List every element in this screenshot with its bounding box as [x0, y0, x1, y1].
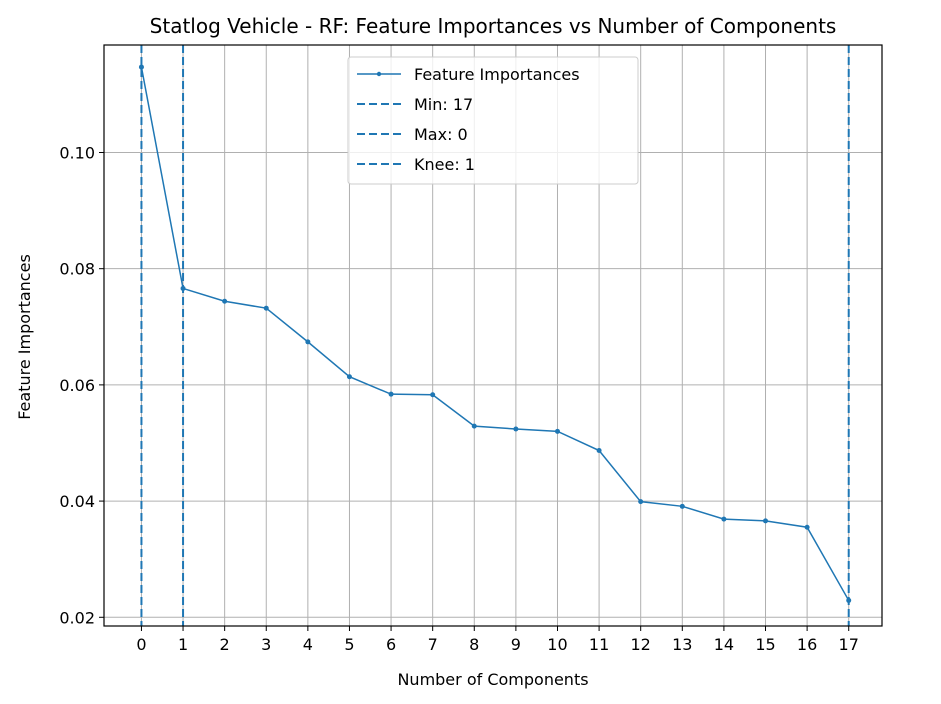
- y-axis-label: Feature Importances: [15, 254, 34, 420]
- data-point: [763, 518, 769, 524]
- legend-label-min: Min: 17: [414, 95, 473, 114]
- data-point: [180, 285, 186, 291]
- y-tick-label: 0.06: [59, 376, 95, 395]
- x-tick-label: 1: [178, 635, 188, 654]
- x-tick-label: 7: [428, 635, 438, 654]
- data-point: [679, 503, 685, 509]
- x-tick-label: 9: [511, 635, 521, 654]
- data-point: [638, 499, 644, 505]
- data-point: [430, 392, 436, 398]
- legend-label-feature-importances: Feature Importances: [414, 65, 580, 84]
- y-tick-label: 0.08: [59, 260, 95, 279]
- x-tick-label: 6: [386, 635, 396, 654]
- chart-title: Statlog Vehicle - RF: Feature Importance…: [150, 14, 837, 38]
- data-point: [138, 64, 144, 70]
- legend-box: [347, 56, 639, 185]
- series-line: [140, 66, 850, 601]
- x-tick-label: 2: [220, 635, 230, 654]
- data-point: [222, 298, 228, 304]
- x-tick-label: 15: [755, 635, 775, 654]
- data-point: [346, 374, 352, 380]
- data-point: [554, 428, 560, 434]
- x-tick-label: 11: [589, 635, 609, 654]
- x-tick-label: 17: [839, 635, 859, 654]
- legend-label-knee: Knee: 1: [414, 155, 475, 174]
- legend-marker-feature-importances: [376, 71, 382, 77]
- legend: Feature Importances Min: 17 Max: 0 Knee:…: [347, 56, 639, 185]
- series-layer: [138, 64, 852, 603]
- data-point: [471, 423, 477, 429]
- x-tick-label: 13: [672, 635, 692, 654]
- x-tick-label: 10: [547, 635, 567, 654]
- x-tick-label: 5: [344, 635, 354, 654]
- y-tick-label: 0.04: [59, 492, 95, 511]
- data-point: [305, 339, 311, 345]
- data-point: [596, 448, 602, 454]
- data-point: [804, 524, 810, 530]
- data-point: [721, 516, 727, 522]
- x-axis-label: Number of Components: [397, 670, 588, 689]
- axis-ticks: 0 1 2 3 4 5 6 7 8 9 10 11 12 13 14 15 16 170.020.040.060.…: [59, 143, 859, 654]
- x-tick-label: 8: [469, 635, 479, 654]
- data-point: [263, 305, 269, 311]
- data-point: [513, 426, 519, 432]
- plot-frame: [103, 44, 883, 627]
- y-tick-label: 0.02: [59, 608, 95, 627]
- data-point: [388, 391, 394, 397]
- data-point: [846, 597, 852, 603]
- x-tick-label: 14: [714, 635, 734, 654]
- legend-label-max: Max: 0: [414, 125, 468, 144]
- x-tick-label: 4: [303, 635, 313, 654]
- x-tick-label: 12: [631, 635, 651, 654]
- y-tick-label: 0.10: [59, 143, 95, 162]
- x-tick-label: 16: [797, 635, 817, 654]
- reference-lines: [140, 45, 850, 626]
- x-tick-label: 0: [136, 635, 146, 654]
- x-tick-label: 3: [261, 635, 271, 654]
